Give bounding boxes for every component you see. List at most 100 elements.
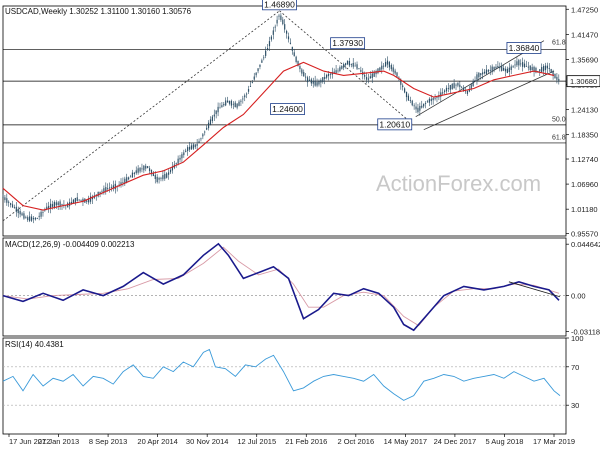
candle-body <box>284 24 286 30</box>
candle-body <box>183 152 185 156</box>
candle-body <box>502 67 505 71</box>
candle-body <box>466 91 469 94</box>
price-ytick-label: 1.12740 <box>571 155 598 164</box>
current-price-box <box>566 75 600 88</box>
candle-body <box>32 218 35 220</box>
candle-body <box>447 88 449 89</box>
candle-body <box>322 77 324 83</box>
candle-body <box>72 199 75 204</box>
candle-body <box>379 67 381 71</box>
candle-body <box>440 92 442 97</box>
candle-body <box>129 176 132 178</box>
candle-body <box>211 116 213 122</box>
candle-body <box>179 157 181 160</box>
candle-body <box>156 176 158 183</box>
candle-body <box>265 50 267 56</box>
candle-body <box>209 119 212 125</box>
candle-body <box>40 211 42 217</box>
candle-body <box>343 63 345 68</box>
x-tick-label: 30 Nov 2014 <box>186 437 229 446</box>
candle-body <box>556 76 558 80</box>
candle-body <box>287 36 290 40</box>
candle-body <box>341 66 343 69</box>
candle-body <box>493 67 495 70</box>
candle-body <box>230 100 233 106</box>
candle-body <box>308 79 311 82</box>
candle-body <box>207 122 210 129</box>
candle-body <box>221 105 223 108</box>
candle-body <box>552 71 554 76</box>
candle-body <box>48 205 50 209</box>
candle-body <box>432 98 434 101</box>
candle-body <box>443 90 446 92</box>
candle-body <box>59 201 61 207</box>
candle-body <box>360 70 362 72</box>
candle-body <box>453 83 455 89</box>
candle-body <box>282 19 284 25</box>
candle-body <box>272 30 274 35</box>
candle-body <box>487 70 489 72</box>
candle-body <box>97 191 99 197</box>
macd-signal-line <box>2 246 560 327</box>
candle-body <box>124 178 126 184</box>
candle-body <box>185 150 187 152</box>
candle-body <box>27 217 29 221</box>
rsi-header: RSI(14) 40.4381 <box>5 340 64 349</box>
trend-dotted-down <box>279 10 414 126</box>
candle-body <box>476 74 478 80</box>
candle-body <box>548 68 550 69</box>
candle-body <box>384 62 387 67</box>
candle-body <box>520 63 522 65</box>
candle-body <box>194 144 196 148</box>
annotation-box <box>377 118 413 131</box>
candle-body <box>17 208 19 214</box>
price-ytick-label: 1.47250 <box>571 5 598 14</box>
candle-body <box>44 209 46 211</box>
candle-body <box>434 98 436 100</box>
candle-body <box>131 172 134 178</box>
price-ytick-label: 1.24130 <box>571 106 598 115</box>
candle-body <box>11 204 14 208</box>
candle-body <box>105 187 107 192</box>
candle-body <box>238 101 240 106</box>
candle-body <box>396 72 398 77</box>
candle-body <box>57 202 59 205</box>
annotation-label: 1.46890 <box>264 0 295 9</box>
candle-body <box>251 82 253 83</box>
candle-body <box>88 198 90 203</box>
candle-body <box>426 101 429 103</box>
candle-body <box>188 146 191 150</box>
candle-body <box>38 215 40 217</box>
candle-body <box>508 67 510 73</box>
price-ytick-label: 1.06960 <box>571 180 598 189</box>
candle-body <box>461 87 463 89</box>
candle-body <box>67 203 69 208</box>
candle-body <box>99 191 101 194</box>
candle-body <box>474 80 476 81</box>
candle-body <box>518 60 520 66</box>
x-tick-label: 24 Dec 2017 <box>434 437 477 446</box>
candle-body <box>411 100 413 106</box>
candle-body <box>145 165 147 169</box>
candle-body <box>388 61 390 68</box>
candle-body <box>544 65 547 71</box>
candle-body <box>365 76 368 80</box>
current-price-label: 1.30680 <box>570 77 597 86</box>
candle-body <box>542 66 545 72</box>
trend-dotted-up <box>2 10 280 222</box>
macd-ytick-label: -0.031183 <box>571 328 600 337</box>
candle-body <box>263 57 265 59</box>
candle-body <box>522 62 524 67</box>
candle-body <box>253 76 255 80</box>
candle-body <box>405 91 408 98</box>
x-tick-label: 14 May 2017 <box>384 437 427 446</box>
candle-body <box>6 198 8 203</box>
candle-body <box>162 175 164 180</box>
candle-body <box>371 73 373 78</box>
candle-body <box>301 69 303 74</box>
candle-body <box>390 65 392 70</box>
annotation-label: 1.24600 <box>272 104 303 114</box>
candle-body <box>510 66 512 70</box>
